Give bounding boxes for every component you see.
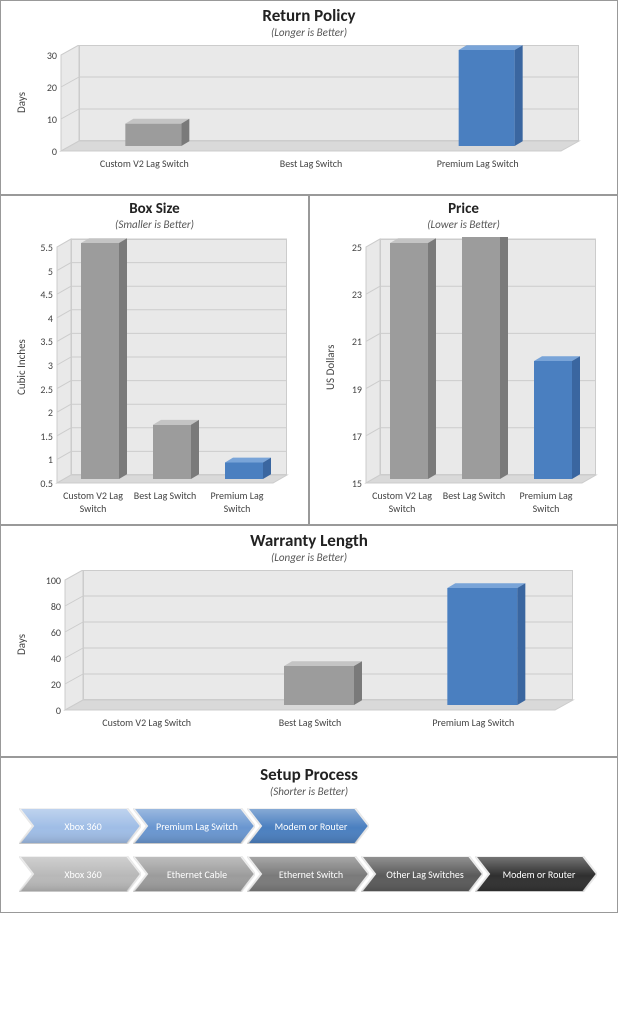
ytick: 2 (27, 406, 53, 419)
row-two: Box Size(Smaller is Better)Cubic Inches0… (0, 195, 620, 525)
return-policy-title: Return Policy (1, 1, 617, 26)
warranty-subtitle: (Longer is Better) (1, 551, 617, 564)
box-size-panel: Box Size(Smaller is Better)Cubic Inches0… (0, 195, 309, 525)
ytick: 3 (27, 359, 53, 372)
ytick: 20 (35, 678, 61, 691)
ytick: 20 (31, 81, 57, 94)
warranty-panel: Warranty Length(Longer is Better)Days020… (0, 525, 618, 757)
ytick: 4.5 (27, 288, 53, 301)
category-label: Best Lag Switch (129, 489, 201, 502)
category-label: Custom V2 Lag Switch (57, 489, 129, 515)
return-policy-panel: Return Policy(Longer is Better)Days01020… (0, 0, 618, 195)
setup-step: Premium Lag Switch (133, 808, 255, 844)
ytick: 17 (336, 430, 362, 443)
return-policy-chart: Days0102030Custom V2 Lag SwitchBest Lag … (1, 45, 617, 196)
ytick: 40 (35, 652, 61, 665)
setup-step: Ethernet Cable (133, 856, 255, 892)
ytick: 19 (336, 383, 362, 396)
setup-step: Modem or Router (475, 856, 597, 892)
setup-step-label: Modem or Router (247, 808, 369, 844)
ytick: 0 (31, 145, 57, 158)
setup-step-label: Ethernet Switch (247, 856, 369, 892)
ytick: 1 (27, 453, 53, 466)
ytick: 80 (35, 600, 61, 613)
ytick: 3.5 (27, 335, 53, 348)
setup-process-panel: Setup Process(Shorter is Better) Xbox 360… (0, 757, 618, 913)
ytick: 1.5 (27, 430, 53, 443)
ytick: 0 (35, 704, 61, 717)
ytick: 5 (27, 265, 53, 278)
price-title: Price (310, 196, 617, 218)
setup-step-label: Ethernet Cable (133, 856, 255, 892)
chart-3d-svg (310, 237, 619, 567)
setup-title: Setup Process (1, 758, 617, 785)
box-size-title: Box Size (1, 196, 308, 218)
setup-step-label: Other Lag Switches (361, 856, 483, 892)
ytick: 5.5 (27, 241, 53, 254)
box-size-chart: Cubic Inches0.511.522.533.544.555.5Custo… (1, 237, 308, 523)
category-label: Best Lag Switch (438, 489, 510, 502)
setup-step: Ethernet Switch (247, 856, 369, 892)
setup-subtitle: (Shorter is Better) (1, 785, 617, 798)
ytick: 0.5 (27, 477, 53, 490)
setup-row: Xbox 360Premium Lag SwitchModem or Route… (19, 808, 617, 848)
setup-step: Modem or Router (247, 808, 369, 844)
warranty-title: Warranty Length (1, 526, 617, 551)
setup-step: Other Lag Switches (361, 856, 483, 892)
return-policy-subtitle: (Longer is Better) (1, 26, 617, 39)
setup-step-label: Premium Lag Switch (133, 808, 255, 844)
ytick: 30 (31, 49, 57, 62)
setup-step-label: Modem or Router (475, 856, 597, 892)
ytick: 21 (336, 335, 362, 348)
price-panel: Price(Lower is Better)US Dollars15171921… (309, 195, 618, 525)
category-label: Premium Lag Switch (510, 489, 582, 515)
ytick: 10 (31, 113, 57, 126)
warranty-chart: Days020406080100Custom V2 Lag SwitchBest… (1, 570, 617, 758)
category-label: Premium Lag Switch (394, 157, 561, 170)
ytick: 15 (336, 477, 362, 490)
category-label: Premium Lag Switch (392, 716, 555, 729)
setup-step: Xbox 360 (19, 856, 141, 892)
category-label: Custom V2 Lag Switch (366, 489, 438, 515)
category-label: Custom V2 Lag Switch (61, 157, 228, 170)
ytick: 2.5 (27, 383, 53, 396)
category-label: Premium Lag Switch (201, 489, 273, 515)
category-label: Custom V2 Lag Switch (65, 716, 228, 729)
category-label: Best Lag Switch (228, 716, 391, 729)
ytick: 25 (336, 241, 362, 254)
setup-step-label: Xbox 360 (19, 808, 141, 844)
category-label: Best Lag Switch (228, 157, 395, 170)
price-chart: US Dollars151719212325Custom V2 Lag Swit… (310, 237, 617, 523)
ytick: 60 (35, 626, 61, 639)
setup-step-label: Xbox 360 (19, 856, 141, 892)
price-subtitle: (Lower is Better) (310, 218, 617, 231)
ytick: 100 (35, 574, 61, 587)
box-size-subtitle: (Smaller is Better) (1, 218, 308, 231)
ytick: 4 (27, 312, 53, 325)
ytick: 23 (336, 288, 362, 301)
setup-row: Xbox 360Ethernet CableEthernet SwitchOth… (19, 856, 617, 896)
setup-step: Xbox 360 (19, 808, 141, 844)
chart-3d-svg (1, 237, 310, 567)
